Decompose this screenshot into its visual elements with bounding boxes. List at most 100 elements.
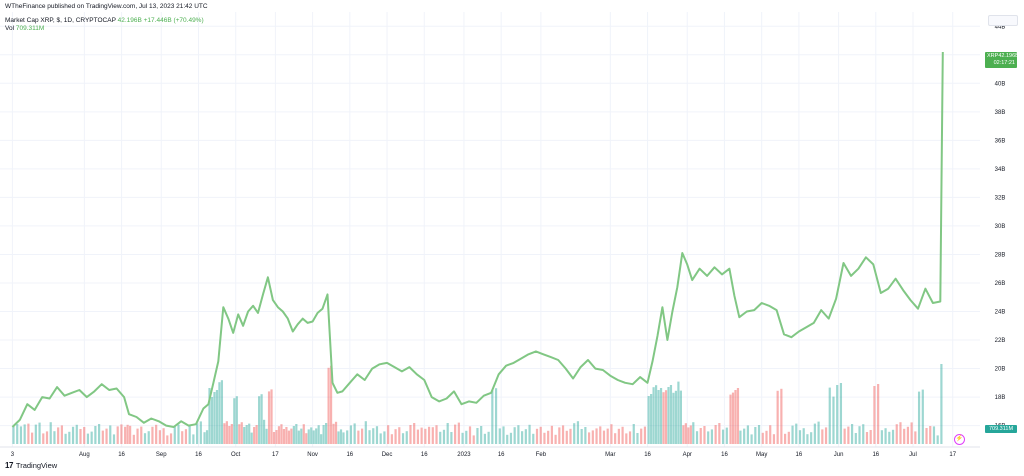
volume-bar [657,390,660,444]
volume-bar [921,389,924,444]
volume-bar [287,430,290,444]
x-tick-label: 17 [272,452,279,458]
volume-bar [621,426,624,444]
volume-bar [502,426,505,444]
volume-bar [282,429,286,444]
x-tick-label: 16 [644,452,651,458]
volume-bar [280,424,283,444]
x-tick-label: Oct [231,452,241,458]
volume-bar [750,434,753,444]
lightning-icon[interactable]: ⚡ [954,434,965,445]
volume-bar [140,426,143,444]
volume-bar [628,431,632,444]
volume-bar [625,433,628,444]
volume-bar [509,432,513,444]
volume-bar [877,384,880,444]
volume-bar [824,427,828,444]
volume-bar [454,424,457,444]
volume-bar [476,428,479,444]
volume-bar [169,433,173,444]
legend-main[interactable]: Market Cap XRP, $, 1D, CRYPTOCAP 42.196B… [5,17,204,24]
volume-bar [312,430,315,444]
volume-bar [591,430,594,444]
volume-bar [192,434,195,444]
volume-bar [265,428,268,444]
volume-bar [320,434,323,444]
volume-bar [721,429,725,444]
volume-bar [322,425,325,444]
volume-bar [349,425,353,444]
volume-bar [929,426,932,444]
volume-bar [910,422,913,444]
volume-bar [208,388,211,444]
footer[interactable]: 17 TradingView [5,461,57,470]
volume-bar [810,432,813,444]
volume-bar [124,426,127,444]
legend-last-value: 42.196B [117,17,142,24]
volume-bar [220,380,224,444]
volume-bar [695,431,699,444]
volume-bar [576,421,580,444]
volume-bar [480,426,483,444]
volume-bar [94,426,97,444]
legend-volume[interactable]: Vol 709.311M [5,25,44,32]
x-tick-label: Nov [307,452,318,458]
volume-bar [672,392,675,444]
tradingview-logo-icon: 17 [5,461,13,470]
volume-bar [325,423,328,444]
volume-bar [684,423,687,444]
volume-bar [795,423,798,444]
volume-bar [409,425,412,444]
volume-bar [267,391,271,444]
volume-bar [427,426,431,444]
volume-bar [662,392,665,444]
volume-bar [129,425,132,444]
x-tick-label: Feb [536,452,547,458]
volume-bar [285,427,288,444]
volume-bar [677,381,680,444]
volume-bar [699,428,702,444]
volume-bar [743,428,746,444]
x-tick-label: Jun [834,452,844,458]
volume-bar [584,427,587,444]
volume-bar [243,427,246,444]
volume-bar [865,432,869,444]
volume-bar [228,426,231,444]
volume-bar [346,430,349,444]
x-tick-label: Dec [382,452,393,458]
volume-bar [925,428,928,444]
volume-bar [16,424,19,444]
x-tick-label: May [756,452,767,458]
volume-bar [506,434,509,444]
volume-bar [643,426,647,444]
volume-bar [126,424,129,444]
volume-bar [654,385,658,444]
volume-bar [27,423,30,444]
volume-bar [364,421,367,444]
volume-bar [718,423,721,444]
volume-bars [12,364,943,444]
volume-bar [780,388,783,444]
volume-bar [332,423,335,444]
volume-bar [647,396,650,444]
volume-bar [290,428,293,444]
volume-bar [151,426,154,444]
volume-bar [692,422,695,444]
volume-bar [305,433,308,444]
volume-bar [498,428,501,444]
volume-bar [23,424,26,444]
volume-bar [595,428,598,444]
volume-bar [401,433,405,444]
volume-bar [725,427,728,444]
price-tag-symbol: XRP [987,53,999,59]
x-tick-label: 16 [872,452,879,458]
y-tick-label: 34B [995,167,1006,173]
volume-bar [757,425,761,444]
volume-bar [468,426,472,444]
volume-bar [19,426,23,444]
volume-bar [327,367,330,444]
volume-bar [238,424,241,444]
price-scale-toggle[interactable] [988,15,1018,26]
volume-bar [828,387,831,444]
